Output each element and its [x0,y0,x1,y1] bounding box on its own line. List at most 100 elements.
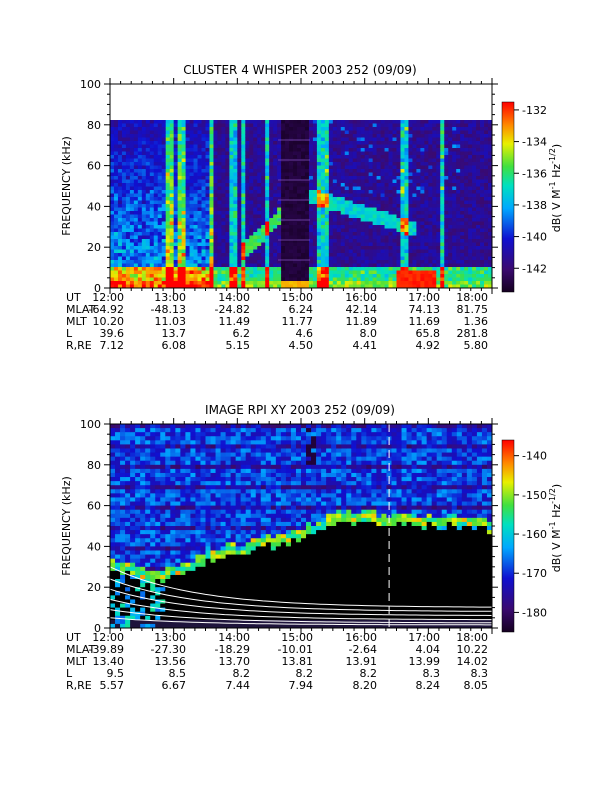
spectrogram-cell [197,137,202,142]
spectrogram-cell [301,127,306,131]
spectrogram-cell [113,221,119,226]
spectrogram-cell [273,179,278,184]
spectrogram-cell [396,179,401,184]
spectrogram-cell [249,134,254,138]
spectrogram-cell [380,165,385,170]
spectrogram-cell [285,190,290,194]
spectrogram-cell [165,249,171,254]
spectrogram-cell [444,200,449,205]
spectrogram-cell [376,228,381,233]
spectrogram-cell [201,253,206,257]
spectrogram-cell [145,277,151,282]
spectrogram-cell [324,221,330,226]
spectrogram-cell [440,176,445,180]
spectrogram-cell [484,274,489,278]
spectrogram-cell [388,130,393,135]
spectrogram-cell [110,497,116,502]
spectrogram-cell [332,127,338,131]
spectrogram-cell [468,120,473,124]
spectrogram-cell [289,165,294,170]
spectrogram-cell [197,274,202,278]
spectrogram-cell [125,218,131,222]
spectrogram-cell [125,207,131,212]
spectrogram-cell [209,270,214,275]
spectrogram-cell [117,165,123,170]
spectrogram-cell [181,277,187,282]
spectrogram-cell [376,148,381,152]
spectrogram-cell [356,204,362,208]
spectrogram-cell [110,127,115,131]
spectrogram-cell [384,165,389,170]
spectrogram-cell [229,284,234,289]
spectrogram-cell [245,158,250,163]
spectrogram-cell [436,165,441,170]
spectrogram-cell [416,277,421,282]
spectrogram-cell [165,127,171,131]
spectrogram-cell [408,130,413,135]
spectrogram-cell [289,200,294,205]
spectrogram-cell [261,228,266,233]
spectrogram-cell [324,274,330,278]
spectrogram-cell [324,172,330,177]
spectrogram-cell [316,186,322,191]
spectrogram-cell [169,204,175,208]
spectrogram-cell [141,137,147,142]
spectrogram-cell [229,263,234,268]
spectrogram-cell [181,151,187,156]
spectrogram-cell [384,144,389,149]
spectrogram-cell [352,204,358,208]
spectrogram-cell [133,176,139,180]
spectrogram-cell [444,239,449,243]
spectrogram-cell [368,218,374,222]
spectrogram-cell [115,611,121,617]
spectrogram-cell [424,179,429,184]
spectrogram-cell [153,270,159,275]
spectrogram-cell [273,165,278,170]
spectrogram-cell [332,249,338,254]
spectrogram-cell [344,263,350,268]
spectrogram-cell [149,267,155,271]
spectrogram-cell [400,169,405,173]
spectrogram-cell [269,151,274,156]
spectrogram-cell [301,190,306,194]
spectrogram-cell [304,204,310,208]
spectrogram-cell [149,218,155,222]
spectrogram-cell [237,239,242,243]
spectrogram-cell [293,144,298,149]
spectrogram-cell [161,235,167,240]
spectrogram-cell [344,155,350,159]
spectrogram-cell [480,141,485,145]
spectrogram-cell [336,221,342,226]
spectrogram-cell [185,193,190,198]
spectrogram-cell [217,141,222,145]
spectrogram-cell [380,267,385,271]
spectrogram-cell [476,274,481,278]
spectrogram-cell [336,176,342,180]
spectrogram-cell [273,281,278,285]
spectrogram-cell [332,190,338,194]
spectrogram-cell [289,246,294,250]
spectrogram-cell [316,235,322,240]
spectrogram-cell [404,284,409,289]
spectrogram-cell [384,158,389,163]
spectrogram-cell [120,619,126,625]
spectrogram-cell [336,225,342,229]
spectrogram-cell [133,137,139,142]
spectrogram-cell [269,193,274,198]
spectrogram-cell [380,214,385,219]
spectrogram-cell [241,228,246,233]
spectrogram-cell [380,232,385,236]
spectrogram-cell [249,172,254,177]
spectrogram-cell [476,165,481,170]
spectrogram-cell [173,172,179,177]
spectrogram-cell [269,176,274,180]
spectrogram-cell [364,123,370,128]
ephemeris-row-label: R,RE [66,339,92,352]
spectrogram-cell [420,284,425,289]
spectrogram-cell [285,260,290,264]
spectrogram-cell [464,232,469,236]
spectrogram-cell [169,246,175,250]
spectrogram-cell [137,253,143,257]
spectrogram-cell [364,127,370,131]
spectrogram-cell [297,172,302,177]
